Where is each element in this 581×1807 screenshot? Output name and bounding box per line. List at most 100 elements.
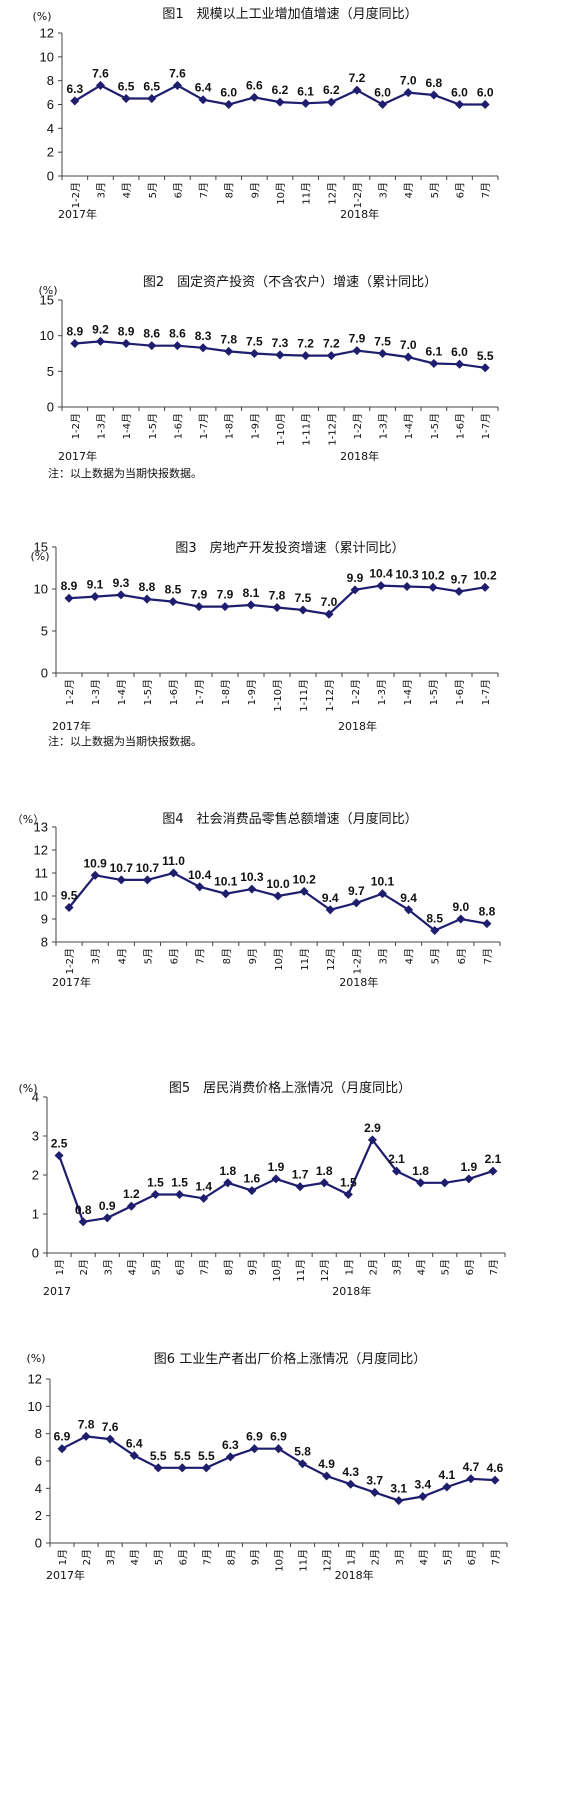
data-label: 6.2 (272, 83, 289, 97)
data-point (429, 358, 439, 369)
x-tick-label: 3月 (377, 948, 389, 964)
y-tick-label: 2 (32, 1168, 39, 1183)
x-tick-label: 2月 (78, 1259, 90, 1275)
year-label: 2018年 (340, 449, 379, 463)
data-label: 7.0 (400, 338, 417, 352)
data-label: 11.0 (162, 854, 185, 868)
data-point (221, 889, 231, 899)
x-tick-label: 1-4月 (402, 679, 414, 705)
data-label: 10.7 (110, 861, 134, 875)
x-tick-label: 1-5月 (142, 679, 154, 705)
x-tick-label: 3月 (105, 1549, 117, 1565)
data-point (480, 363, 490, 373)
y-tick-label: 12 (34, 843, 48, 858)
data-label: 4.6 (487, 1461, 504, 1475)
x-tick-label: 3月 (394, 1549, 406, 1565)
data-label: 8.6 (169, 327, 186, 341)
data-point (142, 875, 152, 885)
y-tick-label: 4 (47, 121, 54, 136)
data-point (147, 94, 157, 104)
x-tick-label: 12月 (326, 182, 338, 205)
data-point (54, 1150, 64, 1161)
data-point (275, 350, 285, 360)
data-label: 1.5 (147, 1176, 164, 1190)
data-point (116, 590, 126, 600)
y-tick-label: 9 (41, 912, 48, 927)
y-tick-label: 8 (47, 73, 54, 88)
x-tick-label: 6月 (177, 1549, 189, 1565)
data-point (370, 1487, 380, 1497)
chart-consumer-price: 图5 居民消费价格上涨情况（月度同比） (%) 0 1 2 3 4 1月 2月 3月 4月 5月 6月 7… (18, 1080, 506, 1298)
x-tick-label: 8月 (221, 948, 233, 964)
data-label: 6.3 (222, 1438, 239, 1452)
y-tick-label: 4 (32, 1090, 39, 1105)
data-point (121, 338, 131, 349)
x-tick-label: 6月 (169, 948, 181, 964)
year-label: 2018年 (340, 207, 379, 221)
x-tick-label: 5月 (153, 1549, 165, 1565)
data-point (275, 97, 285, 107)
data-point (351, 898, 361, 908)
x-tick-label: 5月 (147, 182, 159, 198)
data-label: 9.1 (87, 578, 104, 592)
x-tick-label: 1-5月 (428, 679, 440, 705)
data-point (482, 919, 492, 929)
x-tick-label: 1-9月 (249, 413, 261, 439)
x-tick-label: 6月 (455, 182, 467, 198)
data-point (177, 1463, 187, 1473)
x-tick-label: 4月 (121, 182, 133, 198)
x-tick-label: 1月 (57, 1549, 69, 1565)
x-tick-label: 3月 (102, 1259, 114, 1275)
data-label: 10.1 (214, 875, 238, 889)
data-label: 1.8 (219, 1164, 236, 1178)
y-tick-label: 1 (32, 1207, 39, 1222)
data-point (429, 90, 439, 100)
data-label: 6.0 (477, 86, 494, 100)
x-tick-label: 7月 (195, 948, 207, 964)
chart-title: 图4 社会消费品零售总额增速（月度同比） (162, 811, 417, 827)
x-tick-label: 10月 (275, 182, 287, 205)
x-tick-label: 1-6月 (455, 413, 467, 439)
data-point (172, 341, 182, 351)
data-label: 2.1 (485, 1152, 502, 1166)
data-label: 6.2 (323, 83, 340, 97)
data-label: 7.8 (269, 588, 286, 602)
data-label: 6.4 (126, 1437, 143, 1451)
data-label: 5.5 (477, 349, 494, 363)
data-point (404, 905, 414, 915)
x-tick-label: 7月 (490, 1549, 502, 1565)
data-point (273, 891, 283, 901)
data-point (224, 346, 234, 356)
y-tick-label: 0 (32, 1246, 39, 1261)
x-tick-label: 7月 (198, 182, 210, 198)
x-tick-label: 8月 (224, 182, 236, 198)
data-point (402, 581, 412, 592)
x-tick-label: 1月 (343, 1259, 355, 1275)
data-point (488, 1166, 498, 1176)
x-tick-label: 1-2月 (64, 948, 76, 974)
data-label: 6.3 (66, 82, 83, 96)
data-point (247, 1186, 257, 1196)
data-label: 6.8 (426, 76, 443, 90)
data-point (150, 1189, 160, 1200)
data-point (343, 1189, 353, 1200)
x-tick-label: 6月 (464, 1259, 476, 1275)
data-point (194, 602, 204, 612)
data-point (394, 1496, 404, 1506)
x-tick-label: 5月 (429, 182, 441, 198)
x-tick-label: 4月 (403, 182, 415, 198)
data-point (246, 600, 256, 610)
data-label: 6.1 (297, 84, 314, 98)
x-tick-label: 1-6月 (168, 679, 180, 705)
data-label: 9.4 (400, 891, 417, 905)
year-label: 2017年 (58, 207, 97, 221)
data-label: 9.4 (322, 891, 339, 905)
x-tick-label: 9月 (247, 1259, 259, 1275)
x-tick-label: 1-8月 (220, 679, 232, 705)
data-label: 8.9 (118, 325, 135, 339)
data-label: 7.6 (102, 1420, 119, 1434)
y-unit-label: (%) (26, 1352, 45, 1365)
data-label: 7.0 (321, 595, 338, 609)
x-tick-label: 7月 (482, 948, 494, 964)
